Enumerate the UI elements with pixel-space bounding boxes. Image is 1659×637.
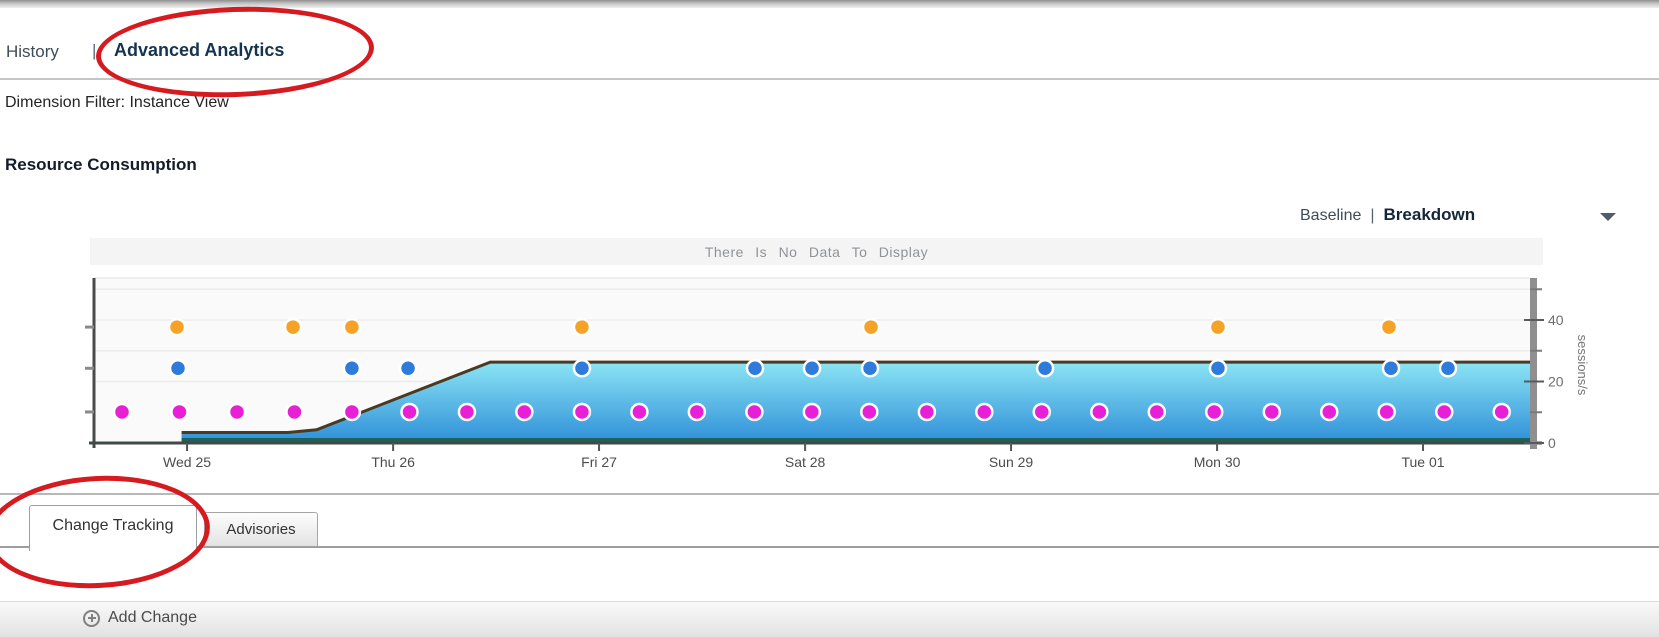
view-option-baseline[interactable]: Baseline bbox=[1300, 207, 1362, 224]
magenta-markers-point bbox=[457, 402, 477, 422]
y-axis-label: 40 bbox=[1548, 312, 1564, 328]
x-axis-label: Fri 27 bbox=[581, 454, 617, 470]
x-axis-label: Thu 26 bbox=[371, 454, 415, 470]
magenta-markers-point bbox=[400, 402, 419, 422]
orange-markers-point bbox=[342, 317, 362, 337]
blue-markers-point bbox=[860, 359, 880, 378]
chart-view-toggle: Baseline | Breakdown bbox=[1300, 205, 1475, 225]
resource-consumption-chart: Wed 25 Thu 26 Fri 27 Sat 28 Sun 29 Mon 30 Tue … bbox=[85, 277, 1590, 470]
page-title: Resource Consumption bbox=[5, 155, 197, 174]
magenta-markers-point bbox=[515, 402, 534, 422]
tab-change-tracking[interactable]: Change Tracking bbox=[29, 505, 197, 551]
area-series-edge bbox=[181, 360, 1530, 435]
window-top-strip bbox=[0, 0, 1659, 8]
no-data-message: There Is No Data To Display bbox=[90, 238, 1543, 265]
magenta-markers-point bbox=[572, 402, 592, 422]
x-axis-label: Tue 01 bbox=[1401, 454, 1444, 470]
add-change-button[interactable]: Add Change bbox=[83, 609, 197, 627]
blue-markers-point bbox=[342, 359, 362, 378]
view-option-breakdown[interactable]: Breakdown bbox=[1383, 205, 1476, 224]
magenta-markers-point bbox=[1435, 402, 1454, 422]
nav-divider bbox=[0, 78, 1659, 80]
magenta-markers-point bbox=[1377, 402, 1396, 422]
nav-separator: | bbox=[92, 41, 97, 60]
chevron-down-icon[interactable] bbox=[1600, 213, 1616, 221]
orange-markers-point bbox=[861, 317, 881, 337]
magenta-markers-point bbox=[630, 402, 649, 422]
dimension-filter-label: Dimension Filter: bbox=[5, 94, 126, 111]
x-axis-label: Sun 29 bbox=[989, 454, 1034, 470]
magenta-markers-point bbox=[917, 402, 937, 422]
y-axis-label: 20 bbox=[1548, 374, 1564, 390]
orange-markers-point bbox=[572, 317, 592, 337]
magenta-markers-point bbox=[1032, 402, 1052, 422]
magenta-markers-point bbox=[1262, 402, 1282, 422]
y-axis-label: 0 bbox=[1548, 435, 1556, 451]
blue-markers-point bbox=[168, 359, 188, 378]
y-axis-title: sessions/s bbox=[1575, 335, 1590, 396]
magenta-markers-point bbox=[687, 402, 707, 422]
magenta-markers-point bbox=[1090, 402, 1109, 422]
blue-markers-point bbox=[1381, 359, 1401, 378]
blue-markers-point bbox=[1438, 359, 1458, 378]
magenta-markers-point bbox=[1204, 402, 1224, 422]
tab-strip-baseline bbox=[0, 546, 1659, 548]
x-axis-label: Mon 30 bbox=[1194, 454, 1241, 470]
orange-markers-point bbox=[1208, 317, 1228, 337]
magenta-markers-point bbox=[1319, 402, 1339, 422]
tab-advisories[interactable]: Advisories bbox=[204, 512, 318, 546]
blue-markers-point bbox=[398, 359, 418, 378]
magenta-markers-point bbox=[745, 402, 764, 422]
x-axis-label: Wed 25 bbox=[163, 454, 211, 470]
dimension-filter: Dimension Filter: Instance View bbox=[5, 94, 229, 112]
plus-circle-icon bbox=[83, 609, 100, 627]
magenta-markers-point bbox=[285, 402, 304, 422]
add-change-label: Add Change bbox=[108, 609, 197, 626]
magenta-markers-point bbox=[802, 402, 822, 422]
nav-link-history[interactable]: History bbox=[6, 42, 59, 61]
orange-markers-point bbox=[283, 317, 303, 337]
blue-markers-point bbox=[1208, 359, 1228, 378]
magenta-markers-point bbox=[1492, 402, 1511, 422]
magenta-markers-point bbox=[860, 402, 879, 422]
magenta-markers-point bbox=[975, 402, 994, 422]
tab-advisories-label: Advisories bbox=[226, 521, 296, 538]
view-toggle-separator: | bbox=[1370, 207, 1375, 224]
dimension-filter-value: Instance View bbox=[129, 94, 229, 111]
blue-markers-point bbox=[572, 359, 592, 378]
magenta-markers-point bbox=[112, 402, 132, 422]
blue-markers-point bbox=[745, 359, 765, 378]
area-series-fill bbox=[181, 362, 1531, 443]
area-series-bottom-edge bbox=[181, 438, 1531, 443]
magenta-markers-point bbox=[342, 402, 362, 422]
orange-markers-point bbox=[167, 317, 187, 337]
add-change-bar bbox=[0, 601, 1659, 637]
tab-change-tracking-label: Change Tracking bbox=[52, 516, 174, 534]
x-axis-label: Sat 28 bbox=[785, 454, 826, 470]
nav-link-advanced-analytics[interactable]: Advanced Analytics bbox=[114, 40, 285, 60]
magenta-markers-point bbox=[170, 402, 189, 422]
blue-markers-point bbox=[1035, 359, 1055, 378]
magenta-markers-point bbox=[1147, 402, 1167, 422]
right-axis bbox=[1530, 278, 1537, 449]
orange-markers-point bbox=[1379, 317, 1399, 337]
tab-section-top-border bbox=[0, 493, 1659, 495]
magenta-markers-point bbox=[227, 402, 247, 422]
blue-markers-point bbox=[802, 359, 822, 378]
